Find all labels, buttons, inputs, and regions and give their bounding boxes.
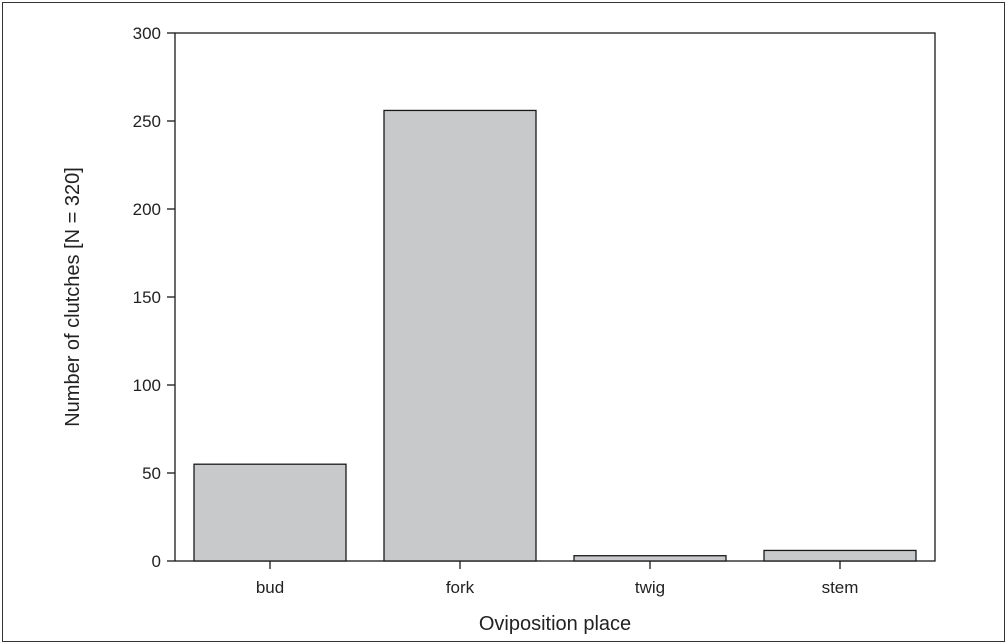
x-tick-label-stem: stem	[822, 578, 859, 597]
y-tick-label: 300	[133, 24, 161, 43]
bar-twig	[573, 555, 727, 562]
x-axis: bud fork twig stem	[256, 561, 859, 597]
bar-bud	[193, 463, 347, 562]
x-tick-label-fork: fork	[446, 578, 475, 597]
y-tick-label: 50	[142, 464, 161, 483]
y-tick-label: 250	[133, 112, 161, 131]
y-axis-title: Number of clutches [N = 320]	[62, 167, 84, 427]
x-tick-label-twig: twig	[635, 578, 665, 597]
y-tick-label: 100	[133, 376, 161, 395]
y-tick-label: 200	[133, 200, 161, 219]
x-axis-title: Oviposition place	[479, 613, 631, 635]
y-tick-label: 150	[133, 288, 161, 307]
y-axis: 0 50 100 150 200 250 300	[133, 24, 175, 571]
bars	[193, 109, 917, 562]
bar-fork	[383, 109, 537, 562]
x-tick-label-bud: bud	[256, 578, 284, 597]
bar-stem	[763, 549, 917, 562]
y-tick-label: 0	[152, 552, 161, 571]
